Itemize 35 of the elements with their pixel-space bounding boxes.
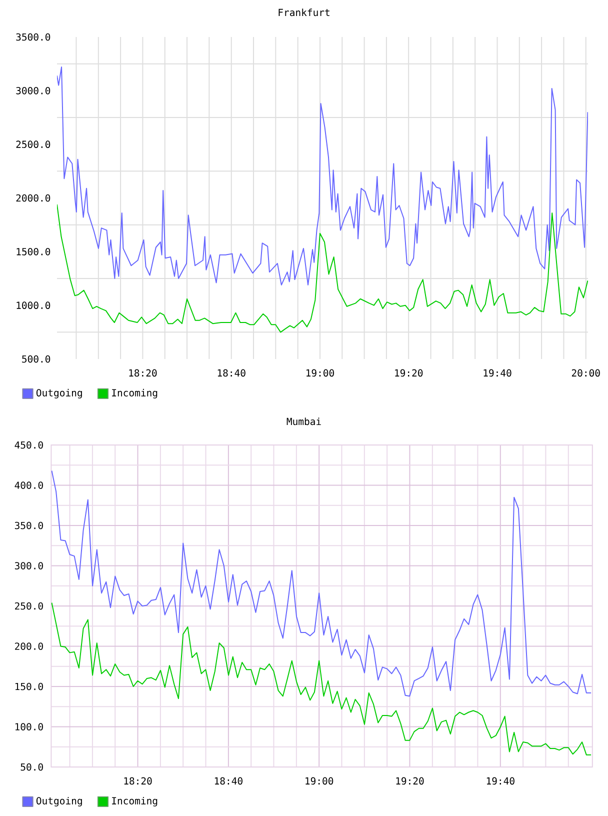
- y-tick-label: 500.0: [22, 355, 50, 363]
- x-tick-label: 18:20: [129, 369, 157, 377]
- y-tick-label: 2500.0: [16, 140, 50, 148]
- chart-title: Mumbai: [286, 418, 321, 426]
- y-tick-label: 200.0: [15, 642, 43, 650]
- x-tick-label: 19:40: [486, 777, 514, 785]
- line-series: [51, 470, 592, 697]
- legend-label: Incoming: [112, 796, 158, 806]
- x-tick-label: 19:20: [396, 777, 424, 785]
- legend-label: Outgoing: [36, 796, 82, 806]
- line-series: [57, 204, 588, 333]
- y-tick-label: 1500.0: [16, 248, 50, 256]
- y-tick-label: 100.0: [15, 723, 43, 730]
- x-tick-label: 19:20: [395, 369, 423, 377]
- x-tick-label: 19:00: [306, 777, 334, 785]
- y-tick-label: 3000.0: [16, 86, 50, 94]
- y-tick-label: 300.0: [14, 562, 43, 570]
- legend-label: Incoming: [112, 388, 158, 398]
- x-tick-label: 18:40: [214, 777, 242, 785]
- x-tick-label: 19:40: [484, 369, 512, 377]
- y-tick-label: 2000.0: [16, 194, 50, 202]
- chart-title: Frankfurt: [278, 8, 330, 16]
- y-tick-label: 250.0: [15, 602, 43, 610]
- y-tick-label: 50.0: [20, 763, 43, 771]
- x-tick-label: 20:00: [572, 369, 600, 377]
- y-tick-label: 3500.0: [16, 33, 50, 41]
- y-tick-label: 400.0: [14, 482, 43, 489]
- legend-label: Outgoing: [36, 388, 82, 398]
- x-tick-label: 19:00: [306, 369, 334, 377]
- x-tick-label: 18:20: [124, 777, 152, 785]
- y-tick-label: 350.0: [14, 522, 43, 530]
- x-tick-label: 18:40: [218, 369, 246, 377]
- y-tick-label: 450.0: [14, 441, 43, 449]
- y-tick-label: 150.0: [15, 682, 43, 690]
- y-tick-label: 1000.0: [16, 302, 50, 310]
